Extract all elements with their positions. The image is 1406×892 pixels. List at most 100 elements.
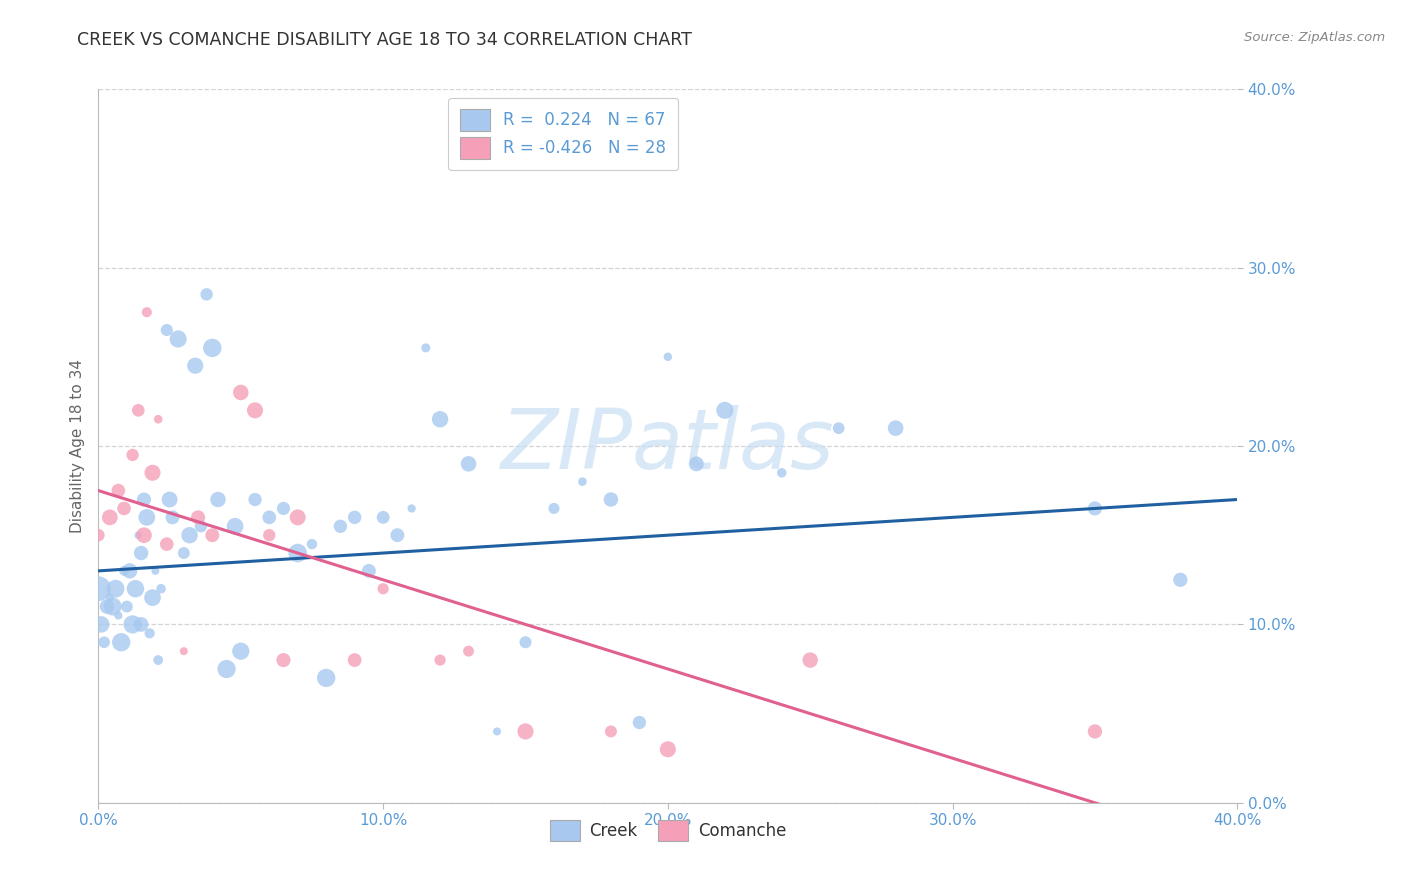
Point [132,528,155,542]
Point [571,475,593,489]
Point [457,457,479,471]
Point [90,617,112,632]
Point [179,528,201,542]
Point [329,519,352,533]
Point [121,617,143,632]
Point [141,591,163,605]
Point [159,492,181,507]
Point [96,599,118,614]
Point [343,510,366,524]
Point [104,582,127,596]
Point [657,350,679,364]
Point [124,582,146,596]
Point [273,653,295,667]
Point [884,421,907,435]
Point [93,635,115,649]
Point [415,341,437,355]
Point [343,653,366,667]
Point [1084,724,1107,739]
Point [224,519,246,533]
Point [401,501,423,516]
Point [148,653,170,667]
Point [287,510,309,524]
Point [301,537,323,551]
Point [387,528,409,542]
Point [1170,573,1192,587]
Point [127,403,149,417]
Y-axis label: Disability Age 18 to 34: Disability Age 18 to 34 [69,359,84,533]
Point [373,510,395,524]
Point [127,528,149,542]
Point [215,662,238,676]
Point [87,582,110,596]
Point [373,582,395,596]
Point [135,510,157,524]
Point [259,528,281,542]
Point [138,626,160,640]
Point [714,403,737,417]
Point [315,671,337,685]
Point [118,564,141,578]
Point [173,644,195,658]
Point [201,528,224,542]
Text: Source: ZipAtlas.com: Source: ZipAtlas.com [1244,31,1385,45]
Point [259,510,281,524]
Point [201,341,224,355]
Point [799,653,821,667]
Point [150,582,173,596]
Point [600,724,623,739]
Point [132,492,155,507]
Point [156,323,179,337]
Text: CREEK VS COMANCHE DISABILITY AGE 18 TO 34 CORRELATION CHART: CREEK VS COMANCHE DISABILITY AGE 18 TO 3… [77,31,692,49]
Point [273,501,295,516]
Legend: Creek, Comanche: Creek, Comanche [543,814,793,848]
Point [98,591,121,605]
Point [145,564,167,578]
Point [770,466,793,480]
Point [600,492,623,507]
Point [98,510,121,524]
Point [115,599,138,614]
Point [187,510,209,524]
Point [543,501,565,516]
Point [486,724,509,739]
Point [173,546,195,560]
Point [1084,501,1107,516]
Point [135,305,157,319]
Point [515,635,537,649]
Point [457,644,479,658]
Point [129,617,152,632]
Point [101,599,124,614]
Point [162,510,184,524]
Point [141,466,163,480]
Text: ZIPatlas: ZIPatlas [501,406,835,486]
Point [287,546,309,560]
Point [148,412,170,426]
Point [156,537,179,551]
Point [207,492,229,507]
Point [828,421,851,435]
Point [112,501,135,516]
Point [195,287,218,301]
Point [357,564,380,578]
Point [87,528,110,542]
Point [107,608,129,623]
Point [515,724,537,739]
Point [429,412,451,426]
Point [110,635,132,649]
Point [229,644,252,658]
Point [229,385,252,400]
Point [628,715,651,730]
Point [184,359,207,373]
Point [129,546,152,560]
Point [243,492,266,507]
Point [243,403,266,417]
Point [112,564,135,578]
Point [167,332,190,346]
Point [657,742,679,756]
Point [107,483,129,498]
Point [121,448,143,462]
Point [685,457,707,471]
Point [190,519,212,533]
Point [429,653,451,667]
